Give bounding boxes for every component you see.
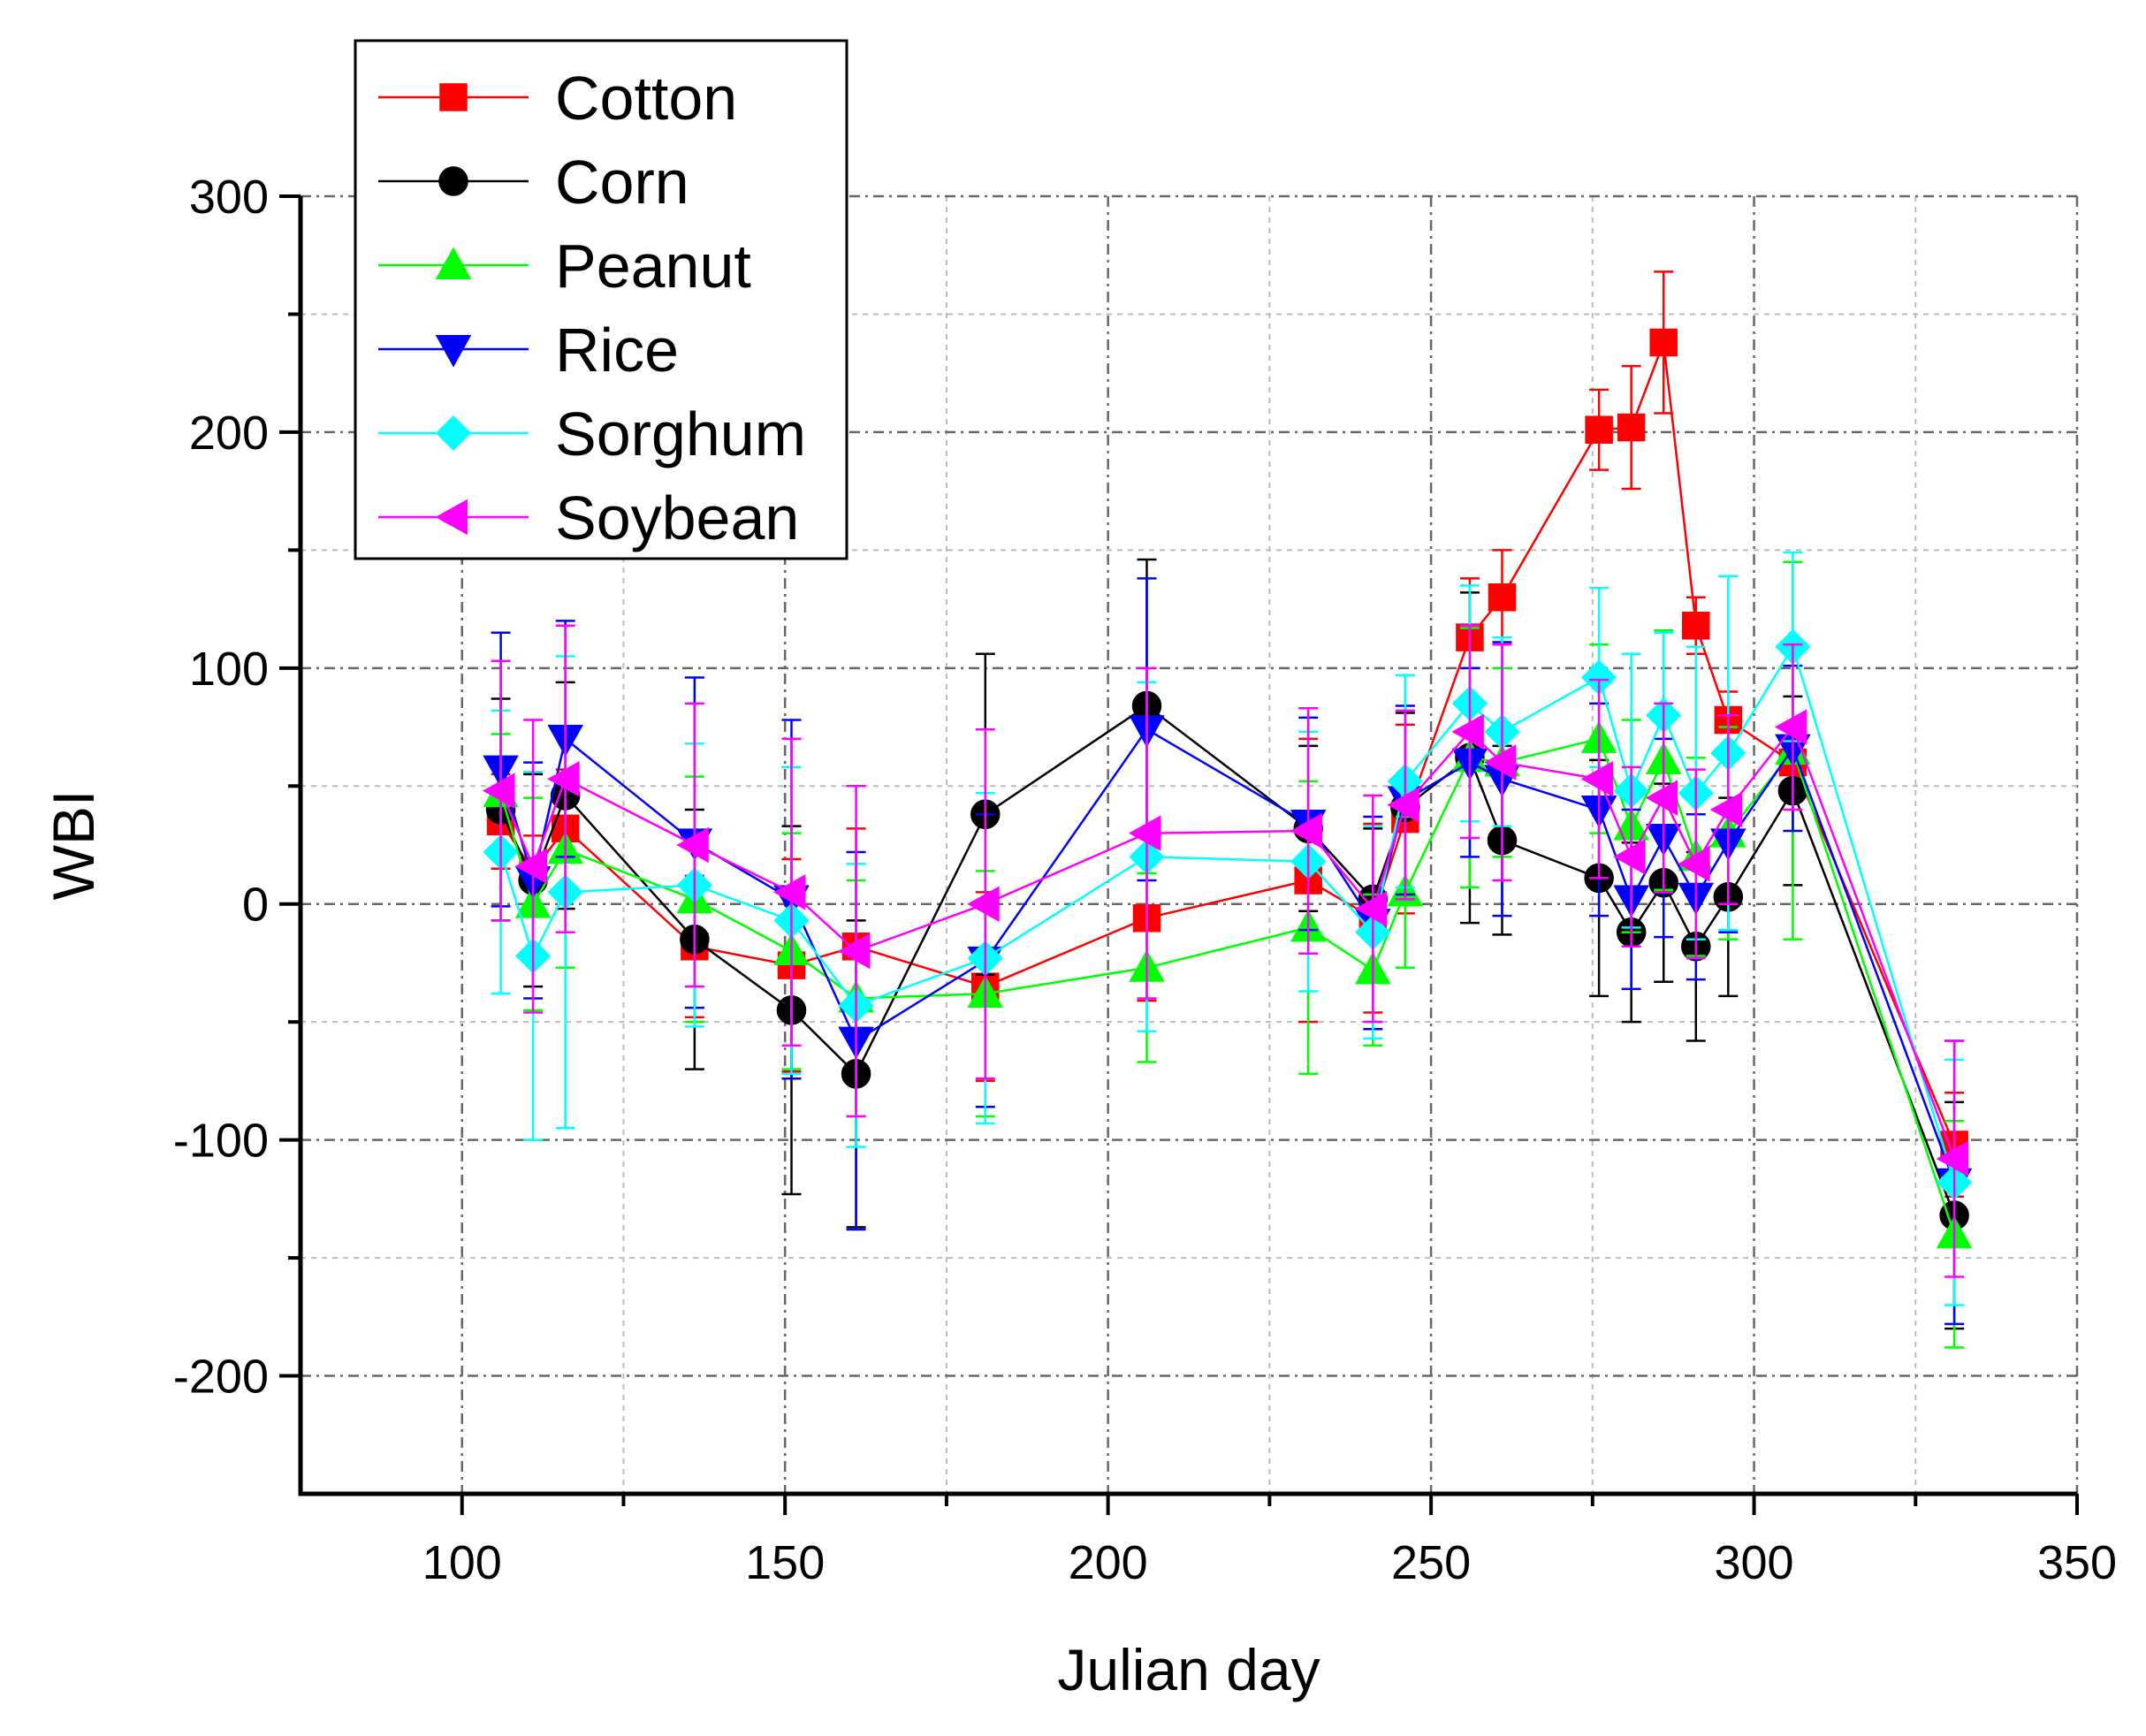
y-axis-title: WBI	[41, 790, 106, 901]
legend-marker	[435, 499, 468, 536]
tick-labels: 100 150 200 250 300 350 -200 -100 0 100 200 300	[173, 171, 2117, 1589]
data-point	[1483, 744, 1517, 780]
data-point	[1354, 890, 1388, 927]
series-line	[499, 724, 1956, 1160]
y-tick-label: 0	[242, 879, 269, 932]
x-tick-label: 150	[745, 1536, 825, 1589]
legend-box	[354, 39, 849, 560]
data-point	[676, 826, 709, 864]
legend-label: Rice	[555, 316, 679, 385]
legend-label: Soybean	[555, 483, 799, 552]
data-point	[1613, 839, 1646, 875]
legend-marker	[435, 247, 472, 279]
legend-label: Peanut	[555, 232, 751, 301]
legend-label: Sorghum	[555, 400, 806, 468]
data-point	[1580, 760, 1614, 797]
data-point	[1649, 328, 1678, 357]
y-tick-label: 100	[189, 643, 269, 696]
data-point	[1128, 815, 1161, 851]
series-soybean	[483, 624, 1969, 1278]
data-point	[1682, 612, 1710, 640]
x-axis-title: Julian day	[1057, 1637, 1320, 1702]
y-tick-label: 200	[189, 407, 269, 460]
data-point	[1585, 415, 1613, 444]
legend-marker	[435, 415, 472, 452]
x-tick-label: 300	[1714, 1536, 1793, 1589]
data-point	[1451, 713, 1484, 750]
x-tick-label: 100	[422, 1536, 502, 1589]
data-point	[547, 760, 580, 797]
data-point	[1709, 791, 1743, 828]
y-tick-label: 300	[189, 171, 269, 224]
legend-marker	[438, 166, 468, 196]
x-tick-label: 250	[1391, 1536, 1471, 1589]
y-tick-label: -100	[173, 1115, 269, 1168]
data-point	[1645, 780, 1678, 816]
data-point	[1678, 846, 1710, 882]
data-point	[838, 933, 871, 970]
data-point	[514, 848, 548, 885]
data-point	[1936, 1140, 1969, 1177]
x-tick-label: 350	[2037, 1536, 2117, 1589]
data-point	[483, 773, 515, 809]
axes	[298, 196, 2077, 1496]
x-tick-label: 200	[1069, 1536, 1148, 1589]
data-point	[1774, 709, 1807, 745]
data-point	[1617, 413, 1646, 442]
y-tick-label: -200	[173, 1351, 269, 1404]
series-line	[499, 342, 1956, 1146]
legend-label: Corn	[555, 148, 689, 217]
data-point	[772, 874, 806, 910]
data-point	[1488, 582, 1517, 612]
data-point	[1290, 812, 1323, 849]
data-point	[967, 886, 1000, 923]
data-point	[1387, 787, 1419, 823]
legend: Cotton Corn Peanut Rice Sorghum Soybean	[354, 39, 849, 560]
legend-marker	[439, 83, 468, 111]
plot-series	[483, 270, 1973, 1349]
legend-label: Cotton	[555, 64, 737, 133]
legend-marker	[435, 335, 472, 368]
